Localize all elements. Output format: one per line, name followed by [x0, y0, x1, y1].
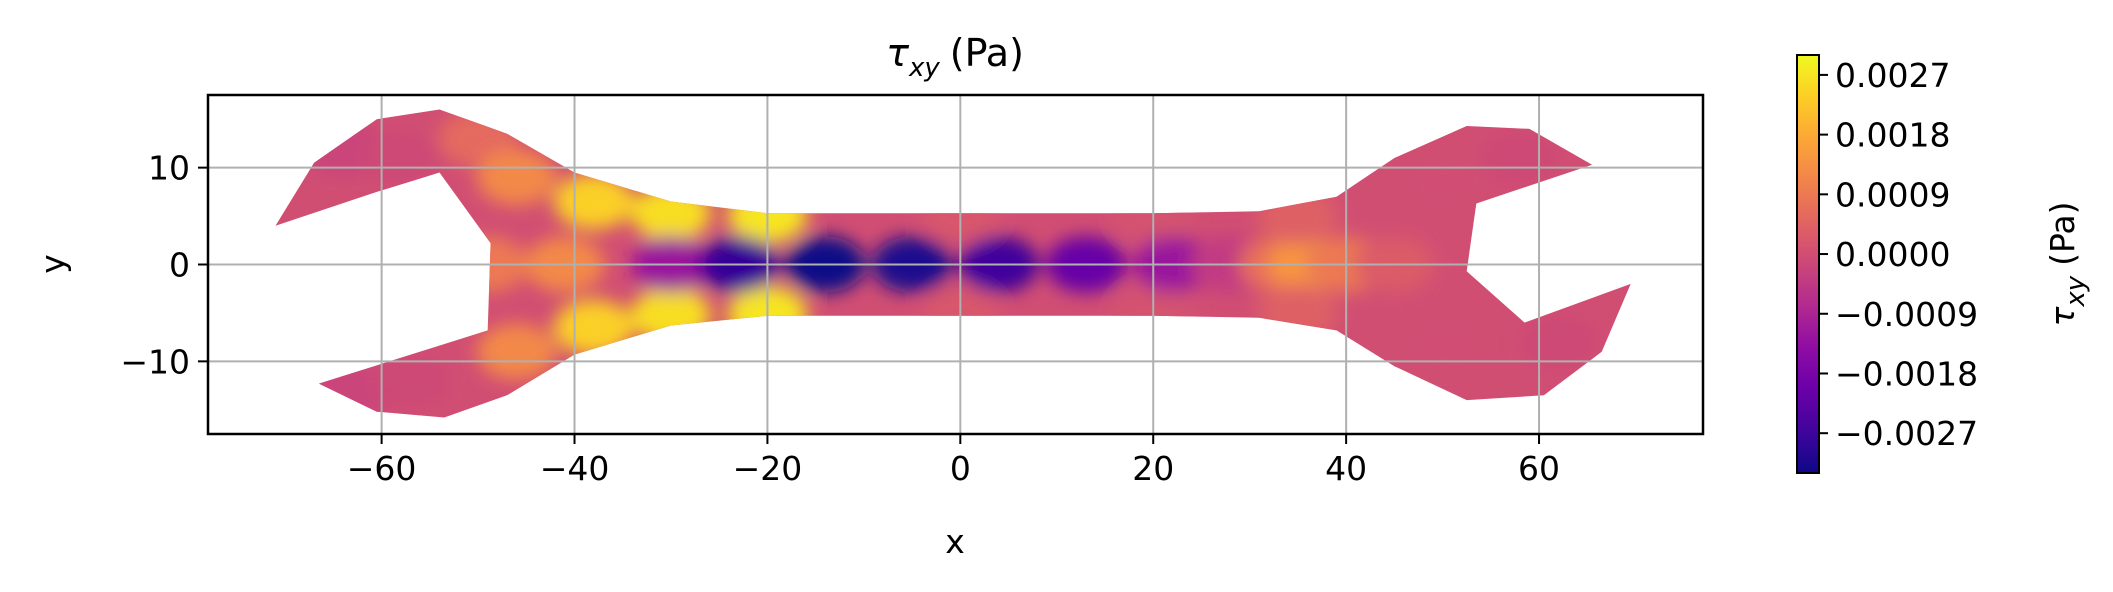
x-axis-label: x	[945, 522, 965, 561]
colorbar-tick-label: 0.0000	[1835, 235, 1950, 274]
plot-title: τxy (Pa)	[886, 31, 1024, 83]
field-sample	[360, 129, 441, 186]
colorbar-tick-label: 0.0018	[1835, 116, 1950, 155]
y-tick-label: 0	[169, 246, 190, 285]
colorbar-gradient	[1796, 54, 1820, 474]
y-axis-label: y	[33, 254, 72, 274]
x-tick-label: −20	[733, 449, 803, 488]
field-sample	[1402, 159, 1483, 216]
y-tick-label: 10	[148, 149, 190, 188]
field-sample	[1402, 313, 1483, 370]
field-sample	[1257, 188, 1338, 245]
colorbar-label: τxy(Pa)	[2043, 201, 2091, 326]
x-tick-label: 20	[1132, 449, 1174, 488]
field-sample	[476, 323, 557, 380]
x-axis-ticks: −60 −40 −20 0 20 40 60	[347, 434, 1560, 488]
x-tick-label: 60	[1518, 449, 1560, 488]
field-sample	[1257, 284, 1338, 341]
grid-lines	[208, 95, 1703, 434]
colorbar-tick-label: 0.0009	[1835, 175, 1950, 214]
colorbar-tick-label: −0.0027	[1835, 414, 1978, 453]
x-tick-label: 0	[950, 449, 971, 488]
x-tick-label: 40	[1325, 449, 1367, 488]
field-sample	[370, 352, 451, 409]
colorbar-tick-label: −0.0009	[1835, 295, 1978, 334]
colorbar-tick-label: 0.0027	[1835, 56, 1950, 95]
colorbar: 0.0027 0.0018 0.0009 0.0000 −0.0009 −0.0018 −0…	[1796, 54, 2091, 474]
x-tick-label: −40	[540, 449, 610, 488]
field-sample	[630, 185, 711, 242]
y-tick-label: −10	[120, 342, 190, 381]
field-sample	[630, 286, 711, 343]
field-sample	[476, 149, 557, 206]
field-sample	[553, 299, 634, 356]
field-sample	[553, 173, 634, 230]
field-sample	[1479, 129, 1560, 186]
colorbar-tick-label: −0.0018	[1835, 354, 1978, 393]
colorbar-ticks: 0.0027 0.0018 0.0009 0.0000 −0.0009 −0.0018 −0…	[1819, 56, 1978, 453]
x-tick-label: −60	[347, 449, 417, 488]
y-axis-ticks: −10 0 10	[120, 149, 208, 381]
